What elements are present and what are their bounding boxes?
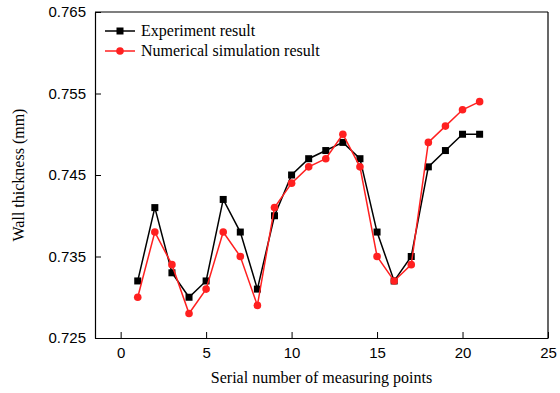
plot: 0 5 10 15 20 25 0.725 0.735 0.745 0.755 0.765 Exper… <box>48 3 556 360</box>
point <box>168 261 176 269</box>
y-tick: 0.765 <box>48 3 101 20</box>
point <box>237 229 244 236</box>
point <box>254 302 262 310</box>
point <box>373 253 381 261</box>
point <box>219 228 227 236</box>
point <box>407 261 415 269</box>
x-tick-mark <box>292 332 293 338</box>
point <box>237 253 245 261</box>
y-tick-label: 0.765 <box>48 3 86 20</box>
y-tick-mark <box>95 94 101 95</box>
point <box>459 131 466 138</box>
point <box>476 98 484 106</box>
point <box>305 163 313 171</box>
frame-right <box>547 12 548 338</box>
x-tick-label: 10 <box>284 344 301 361</box>
point <box>356 163 364 171</box>
x-tick-label: 15 <box>369 344 386 361</box>
point <box>459 106 467 114</box>
point <box>374 229 381 236</box>
y-tick: 0.745 <box>48 166 101 183</box>
x-tick: 15 <box>369 332 386 361</box>
x-tick: 10 <box>284 332 301 361</box>
point <box>134 277 141 284</box>
y-tick: 0.735 <box>48 248 101 265</box>
series-line <box>138 102 480 314</box>
y-tick-mark <box>95 338 101 339</box>
legend-marker <box>117 28 124 35</box>
chart: 0 5 10 15 20 25 0.725 0.735 0.745 0.755 0.765 Exper… <box>0 0 560 393</box>
point <box>271 204 279 212</box>
y-axis-title: Wall thickness (mm) <box>10 109 28 242</box>
point <box>391 277 398 284</box>
y-axis: 0.725 0.735 0.745 0.755 0.765 <box>48 3 101 346</box>
x-tick-label: 20 <box>455 344 472 361</box>
point <box>185 310 193 318</box>
y-tick: 0.755 <box>48 85 101 102</box>
y-tick-label: 0.755 <box>48 85 86 102</box>
x-tick-mark <box>121 332 122 338</box>
y-tick-label: 0.735 <box>48 248 86 265</box>
legend: Experiment result Numerical simulation re… <box>105 22 320 59</box>
y-tick-mark <box>95 257 101 258</box>
x-tick-mark <box>463 332 464 338</box>
y-tick-mark <box>95 175 101 176</box>
legend-label: Experiment result <box>141 22 256 40</box>
point <box>288 179 296 187</box>
point <box>322 147 329 154</box>
point <box>476 131 483 138</box>
point <box>305 155 312 162</box>
point <box>202 285 210 293</box>
x-tick: 0 <box>117 332 125 361</box>
x-tick: 5 <box>202 332 210 361</box>
x-tick-mark <box>377 332 378 338</box>
x-tick: 20 <box>455 332 472 361</box>
x-tick-label: 0 <box>117 344 125 361</box>
point <box>322 155 330 163</box>
x-tick-label: 25 <box>540 344 557 361</box>
point <box>408 253 415 260</box>
y-tick-label: 0.725 <box>48 329 86 346</box>
point <box>425 139 433 147</box>
legend-item: Experiment result <box>105 22 256 40</box>
legend-label: Numerical simulation result <box>141 42 320 59</box>
data-area <box>134 98 483 318</box>
x-axis-title: Serial number of measuring points <box>211 369 432 387</box>
point <box>442 147 449 154</box>
point <box>151 204 158 211</box>
point <box>339 130 347 138</box>
series-line <box>138 134 480 297</box>
point <box>288 172 295 179</box>
point <box>186 294 193 301</box>
point <box>134 293 142 301</box>
x-axis-line <box>96 338 549 339</box>
legend-marker <box>116 47 124 55</box>
point <box>390 277 398 285</box>
x-tick-mark <box>206 332 207 338</box>
point <box>220 196 227 203</box>
y-tick-label: 0.745 <box>48 166 86 183</box>
point <box>151 228 159 236</box>
frame-top <box>95 11 548 12</box>
y-tick: 0.725 <box>48 329 101 346</box>
legend-item: Numerical simulation result <box>105 42 320 59</box>
x-axis: 0 5 10 15 20 25 <box>96 332 557 361</box>
point <box>442 122 450 130</box>
x-tick-label: 5 <box>202 344 210 361</box>
